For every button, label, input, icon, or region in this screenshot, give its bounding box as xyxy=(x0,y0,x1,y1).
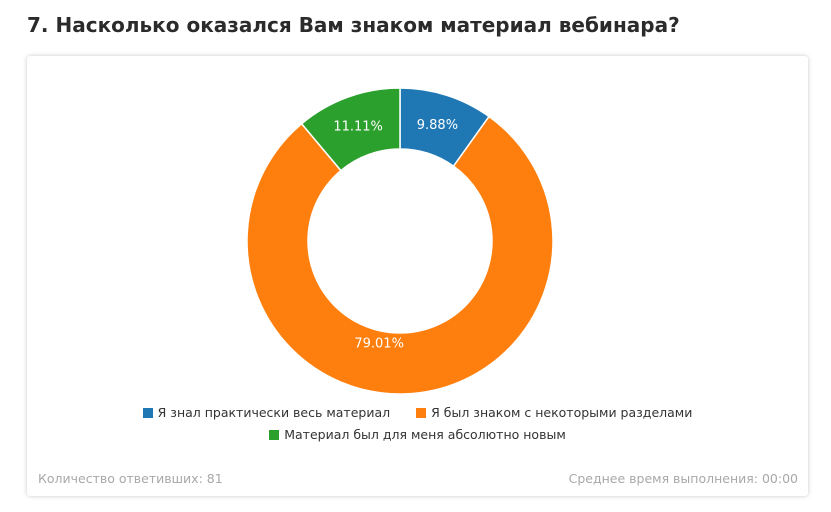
legend-item-known-all[interactable]: Я знал практически весь материал xyxy=(142,405,391,420)
legend-swatch-orange xyxy=(416,407,427,418)
legend-row-1: Я знал практически весь материал Я был з… xyxy=(27,405,808,420)
legend-label: Я знал практически весь материал xyxy=(157,405,391,420)
slice-percent-label: 11.11% xyxy=(333,119,383,134)
respondents-count: Количество ответивших: 81 xyxy=(38,471,223,486)
slice-percent-label: 9.88% xyxy=(417,118,458,133)
donut-chart: 9.88% 79.01% 11.11% xyxy=(246,87,554,395)
slice-known-some[interactable] xyxy=(246,115,554,395)
legend-swatch-green xyxy=(269,429,280,440)
chart-card: 9.88% 79.01% 11.11% Я знал практически вес… xyxy=(27,56,808,496)
legend-label: Я был знаком с некоторыми разделами xyxy=(431,405,693,420)
slice-all-new[interactable] xyxy=(300,87,401,172)
slice-percent-label: 79.01% xyxy=(354,336,404,351)
question-title: 7. Насколько оказался Вам знаком материа… xyxy=(27,13,680,37)
legend-item-known-some[interactable]: Я был знаком с некоторыми разделами xyxy=(416,405,692,420)
legend-item-all-new[interactable]: Материал был для меня абсолютно новым xyxy=(269,427,566,442)
average-completion-time: Среднее время выполнения: 00:00 xyxy=(568,471,798,486)
legend-swatch-blue xyxy=(142,407,153,418)
legend-label: Материал был для меня абсолютно новым xyxy=(284,427,566,442)
legend-row-2: Материал был для меня абсолютно новым xyxy=(27,427,808,442)
